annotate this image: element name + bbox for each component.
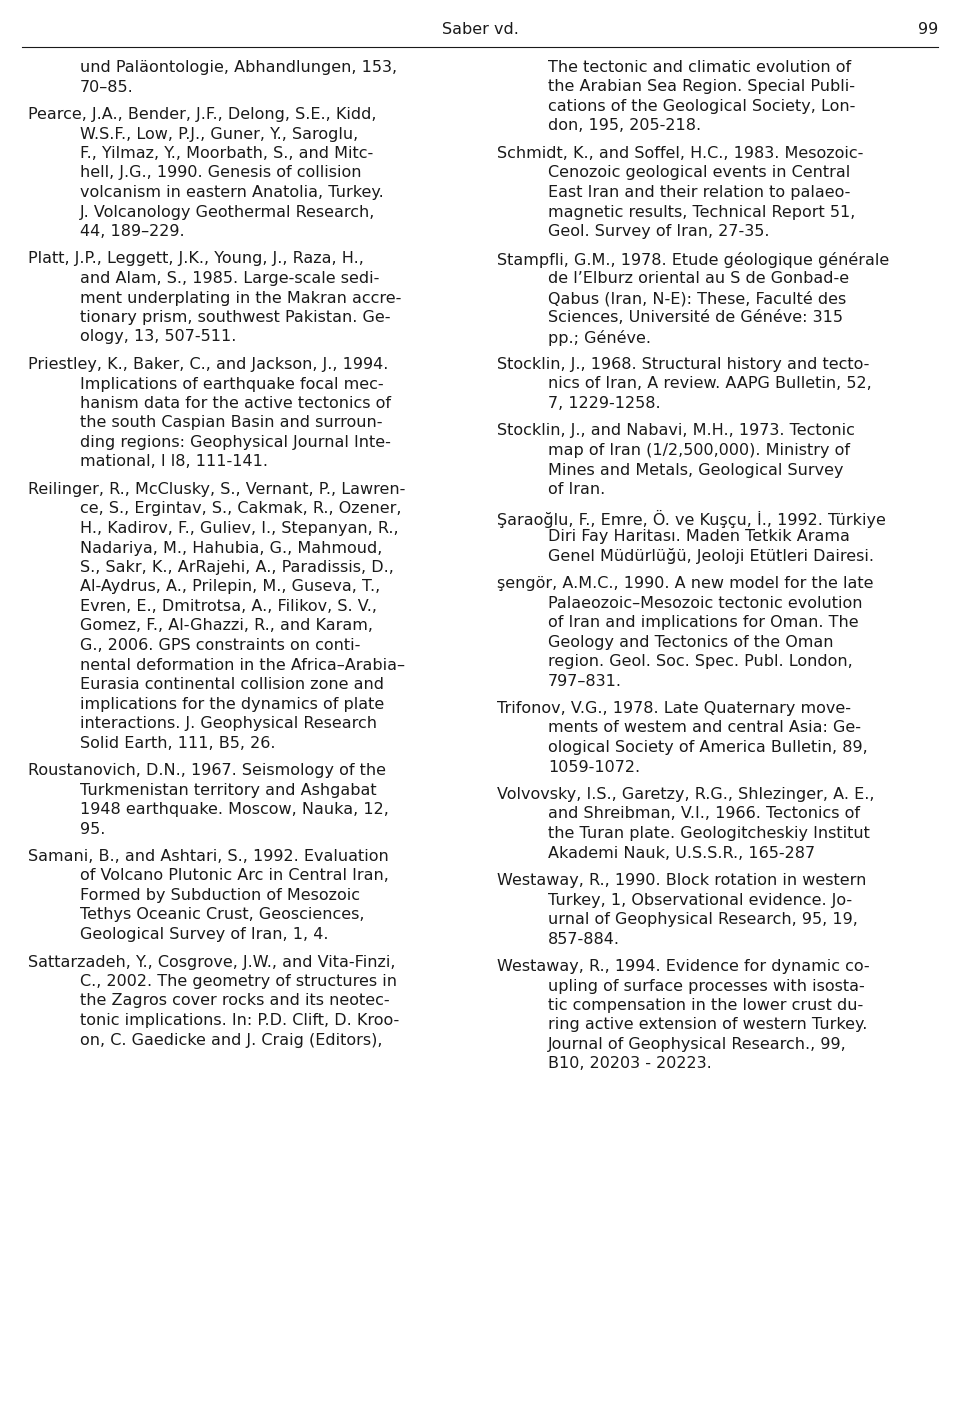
Text: Geology and Tectonics of the Oman: Geology and Tectonics of the Oman	[548, 634, 833, 650]
Text: the Turan plate. Geologitcheskiy Institut: the Turan plate. Geologitcheskiy Institu…	[548, 825, 870, 841]
Text: Solid Earth, 111, B5, 26.: Solid Earth, 111, B5, 26.	[80, 735, 276, 751]
Text: East Iran and their relation to palaeo-: East Iran and their relation to palaeo-	[548, 186, 851, 200]
Text: Saber vd.: Saber vd.	[442, 21, 518, 37]
Text: upling of surface processes with isosta-: upling of surface processes with isosta-	[548, 978, 865, 994]
Text: Reilinger, R., McClusky, S., Vernant, P., Lawren-: Reilinger, R., McClusky, S., Vernant, P.…	[28, 483, 405, 497]
Text: tic compensation in the lower crust du-: tic compensation in the lower crust du-	[548, 998, 863, 1012]
Text: Gomez, F., Al-Ghazzi, R., and Karam,: Gomez, F., Al-Ghazzi, R., and Karam,	[80, 618, 373, 634]
Text: şengör, A.M.C., 1990. A new model for the late: şengör, A.M.C., 1990. A new model for th…	[497, 575, 874, 591]
Text: Formed by Subduction of Mesozoic: Formed by Subduction of Mesozoic	[80, 888, 360, 902]
Text: tionary prism, southwest Pakistan. Ge-: tionary prism, southwest Pakistan. Ge-	[80, 310, 391, 326]
Text: of Volcano Plutonic Arc in Central Iran,: of Volcano Plutonic Arc in Central Iran,	[80, 868, 389, 884]
Text: region. Geol. Soc. Spec. Publ. London,: region. Geol. Soc. Spec. Publ. London,	[548, 654, 852, 668]
Text: hanism data for the active tectonics of: hanism data for the active tectonics of	[80, 396, 391, 411]
Text: 99: 99	[918, 21, 938, 37]
Text: Cenozoic geological events in Central: Cenozoic geological events in Central	[548, 166, 851, 180]
Text: Evren, E., Dmitrotsa, A., Filikov, S. V.,: Evren, E., Dmitrotsa, A., Filikov, S. V.…	[80, 598, 377, 614]
Text: ology, 13, 507-511.: ology, 13, 507-511.	[80, 330, 236, 344]
Text: S., Sakr, K., ArRajehi, A., Paradissis, D.,: S., Sakr, K., ArRajehi, A., Paradissis, …	[80, 560, 394, 575]
Text: Implications of earthquake focal mec-: Implications of earthquake focal mec-	[80, 377, 384, 391]
Text: Roustanovich, D.N., 1967. Seismology of the: Roustanovich, D.N., 1967. Seismology of …	[28, 763, 386, 778]
Text: und Paläontologie, Abhandlungen, 153,: und Paläontologie, Abhandlungen, 153,	[80, 60, 397, 76]
Text: Samani, B., and Ashtari, S., 1992. Evaluation: Samani, B., and Ashtari, S., 1992. Evalu…	[28, 850, 389, 864]
Text: Priestley, K., Baker, C., and Jackson, J., 1994.: Priestley, K., Baker, C., and Jackson, J…	[28, 357, 389, 373]
Text: Westaway, R., 1994. Evidence for dynamic co-: Westaway, R., 1994. Evidence for dynamic…	[497, 960, 870, 974]
Text: 7, 1229-1258.: 7, 1229-1258.	[548, 396, 660, 411]
Text: the Arabian Sea Region. Special Publi-: the Arabian Sea Region. Special Publi-	[548, 80, 855, 94]
Text: don, 195, 205-218.: don, 195, 205-218.	[548, 119, 701, 133]
Text: The tectonic and climatic evolution of: The tectonic and climatic evolution of	[548, 60, 852, 76]
Text: magnetic results, Technical Report 51,: magnetic results, Technical Report 51,	[548, 204, 855, 220]
Text: map of Iran (1/2,500,000). Ministry of: map of Iran (1/2,500,000). Ministry of	[548, 443, 850, 458]
Text: the south Caspian Basin and surroun-: the south Caspian Basin and surroun-	[80, 416, 382, 430]
Text: Westaway, R., 1990. Block rotation in western: Westaway, R., 1990. Block rotation in we…	[497, 873, 866, 888]
Text: Qabus (Iran, N-E): These, Faculté des: Qabus (Iran, N-E): These, Faculté des	[548, 290, 847, 306]
Text: and Alam, S., 1985. Large-scale sedi-: and Alam, S., 1985. Large-scale sedi-	[80, 271, 379, 286]
Text: ments of westem and central Asia: Ge-: ments of westem and central Asia: Ge-	[548, 721, 861, 735]
Text: C., 2002. The geometry of structures in: C., 2002. The geometry of structures in	[80, 974, 397, 990]
Text: volcanism in eastern Anatolia, Turkey.: volcanism in eastern Anatolia, Turkey.	[80, 186, 384, 200]
Text: of Iran and implications for Oman. The: of Iran and implications for Oman. The	[548, 615, 858, 630]
Text: on, C. Gaedicke and J. Craig (Editors),: on, C. Gaedicke and J. Craig (Editors),	[80, 1032, 382, 1048]
Text: Stocklin, J., 1968. Structural history and tecto-: Stocklin, J., 1968. Structural history a…	[497, 357, 870, 373]
Text: Genel Müdürlüğü, Jeoloji Etütleri Dairesi.: Genel Müdürlüğü, Jeoloji Etütleri Daires…	[548, 548, 874, 564]
Text: ding regions: Geophysical Journal Inte-: ding regions: Geophysical Journal Inte-	[80, 436, 391, 450]
Text: 70–85.: 70–85.	[80, 80, 133, 94]
Text: implications for the dynamics of plate: implications for the dynamics of plate	[80, 697, 384, 711]
Text: F., Yilmaz, Y., Moorbath, S., and Mitc-: F., Yilmaz, Y., Moorbath, S., and Mitc-	[80, 146, 373, 161]
Text: Sattarzadeh, Y., Cosgrove, J.W., and Vita-Finzi,: Sattarzadeh, Y., Cosgrove, J.W., and Vit…	[28, 954, 396, 970]
Text: Geol. Survey of Iran, 27-35.: Geol. Survey of Iran, 27-35.	[548, 224, 770, 238]
Text: ment underplating in the Makran accre-: ment underplating in the Makran accre-	[80, 290, 401, 306]
Text: de l’Elburz oriental au S de Gonbad-e: de l’Elburz oriental au S de Gonbad-e	[548, 271, 850, 286]
Text: nental deformation in the Africa–Arabia–: nental deformation in the Africa–Arabia–	[80, 657, 405, 673]
Text: pp.; Généve.: pp.; Généve.	[548, 330, 651, 346]
Text: ring active extension of western Turkey.: ring active extension of western Turkey.	[548, 1018, 868, 1032]
Text: 857-884.: 857-884.	[548, 931, 620, 947]
Text: 797–831.: 797–831.	[548, 674, 622, 688]
Text: and Shreibman, V.I., 1966. Tectonics of: and Shreibman, V.I., 1966. Tectonics of	[548, 807, 860, 821]
Text: Diri Fay Haritası. Maden Tetkik Arama: Diri Fay Haritası. Maden Tetkik Arama	[548, 528, 850, 544]
Text: Geological Survey of Iran, 1, 4.: Geological Survey of Iran, 1, 4.	[80, 927, 328, 942]
Text: Schmidt, K., and Soffel, H.C., 1983. Mesozoic-: Schmidt, K., and Soffel, H.C., 1983. Mes…	[497, 146, 863, 161]
Text: nics of Iran, A review. AAPG Bulletin, 52,: nics of Iran, A review. AAPG Bulletin, 5…	[548, 377, 872, 391]
Text: B10, 20203 - 20223.: B10, 20203 - 20223.	[548, 1057, 711, 1071]
Text: 1948 earthquake. Moscow, Nauka, 12,: 1948 earthquake. Moscow, Nauka, 12,	[80, 803, 389, 817]
Text: Journal of Geophysical Research., 99,: Journal of Geophysical Research., 99,	[548, 1037, 847, 1052]
Text: tonic implications. In: P.D. Clift, D. Kroo-: tonic implications. In: P.D. Clift, D. K…	[80, 1012, 399, 1028]
Text: J. Volcanology Geothermal Research,: J. Volcanology Geothermal Research,	[80, 204, 375, 220]
Text: Pearce, J.A., Bender, J.F., Delong, S.E., Kidd,: Pearce, J.A., Bender, J.F., Delong, S.E.…	[28, 107, 376, 121]
Text: Trifonov, V.G., 1978. Late Quaternary move-: Trifonov, V.G., 1978. Late Quaternary mo…	[497, 701, 851, 715]
Text: ological Society of America Bulletin, 89,: ological Society of America Bulletin, 89…	[548, 740, 868, 755]
Text: Al-Aydrus, A., Prilepin, M., Guseva, T.,: Al-Aydrus, A., Prilepin, M., Guseva, T.,	[80, 580, 380, 594]
Text: Palaeozoic–Mesozoic tectonic evolution: Palaeozoic–Mesozoic tectonic evolution	[548, 595, 862, 611]
Text: Eurasia continental collision zone and: Eurasia continental collision zone and	[80, 677, 384, 693]
Text: Platt, J.P., Leggett, J.K., Young, J., Raza, H.,: Platt, J.P., Leggett, J.K., Young, J., R…	[28, 251, 364, 267]
Text: Nadariya, M., Hahubia, G., Mahmoud,: Nadariya, M., Hahubia, G., Mahmoud,	[80, 541, 382, 555]
Text: of Iran.: of Iran.	[548, 483, 605, 497]
Text: cations of the Geological Society, Lon-: cations of the Geological Society, Lon-	[548, 99, 855, 114]
Text: G., 2006. GPS constraints on conti-: G., 2006. GPS constraints on conti-	[80, 638, 360, 653]
Text: 95.: 95.	[80, 821, 106, 837]
Text: the Zagros cover rocks and its neotec-: the Zagros cover rocks and its neotec-	[80, 994, 390, 1008]
Text: urnal of Geophysical Research, 95, 19,: urnal of Geophysical Research, 95, 19,	[548, 912, 858, 927]
Text: W.S.F., Low, P.J., Guner, Y., Saroglu,: W.S.F., Low, P.J., Guner, Y., Saroglu,	[80, 127, 358, 141]
Text: Mines and Metals, Geological Survey: Mines and Metals, Geological Survey	[548, 463, 844, 477]
Text: interactions. J. Geophysical Research: interactions. J. Geophysical Research	[80, 715, 377, 731]
Text: 44, 189–229.: 44, 189–229.	[80, 224, 184, 238]
Text: hell, J.G., 1990. Genesis of collision: hell, J.G., 1990. Genesis of collision	[80, 166, 362, 180]
Text: Stocklin, J., and Nabavi, M.H., 1973. Tectonic: Stocklin, J., and Nabavi, M.H., 1973. Te…	[497, 424, 854, 438]
Text: Turkey, 1, Observational evidence. Jo-: Turkey, 1, Observational evidence. Jo-	[548, 892, 852, 908]
Text: 1059-1072.: 1059-1072.	[548, 760, 640, 774]
Text: Volvovsky, I.S., Garetzy, R.G., Shlezinger, A. E.,: Volvovsky, I.S., Garetzy, R.G., Shlezing…	[497, 787, 875, 803]
Text: Sciences, Université de Généve: 315: Sciences, Université de Généve: 315	[548, 310, 843, 326]
Text: mational, I l8, 111-141.: mational, I l8, 111-141.	[80, 454, 268, 470]
Text: Stampfli, G.M., 1978. Etude géologique générale: Stampfli, G.M., 1978. Etude géologique g…	[497, 251, 889, 267]
Text: Turkmenistan territory and Ashgabat: Turkmenistan territory and Ashgabat	[80, 783, 376, 797]
Text: H., Kadirov, F., Guliev, I., Stepanyan, R.,: H., Kadirov, F., Guliev, I., Stepanyan, …	[80, 521, 398, 536]
Text: Şaraoğlu, F., Emre, Ö. ve Kuşçu, İ., 1992. Türkiye: Şaraoğlu, F., Emre, Ö. ve Kuşçu, İ., 199…	[497, 510, 886, 527]
Text: Tethys Oceanic Crust, Geosciences,: Tethys Oceanic Crust, Geosciences,	[80, 908, 365, 922]
Text: ce, S., Ergintav, S., Cakmak, R., Ozener,: ce, S., Ergintav, S., Cakmak, R., Ozener…	[80, 501, 401, 517]
Text: Akademi Nauk, U.S.S.R., 165-287: Akademi Nauk, U.S.S.R., 165-287	[548, 845, 815, 861]
